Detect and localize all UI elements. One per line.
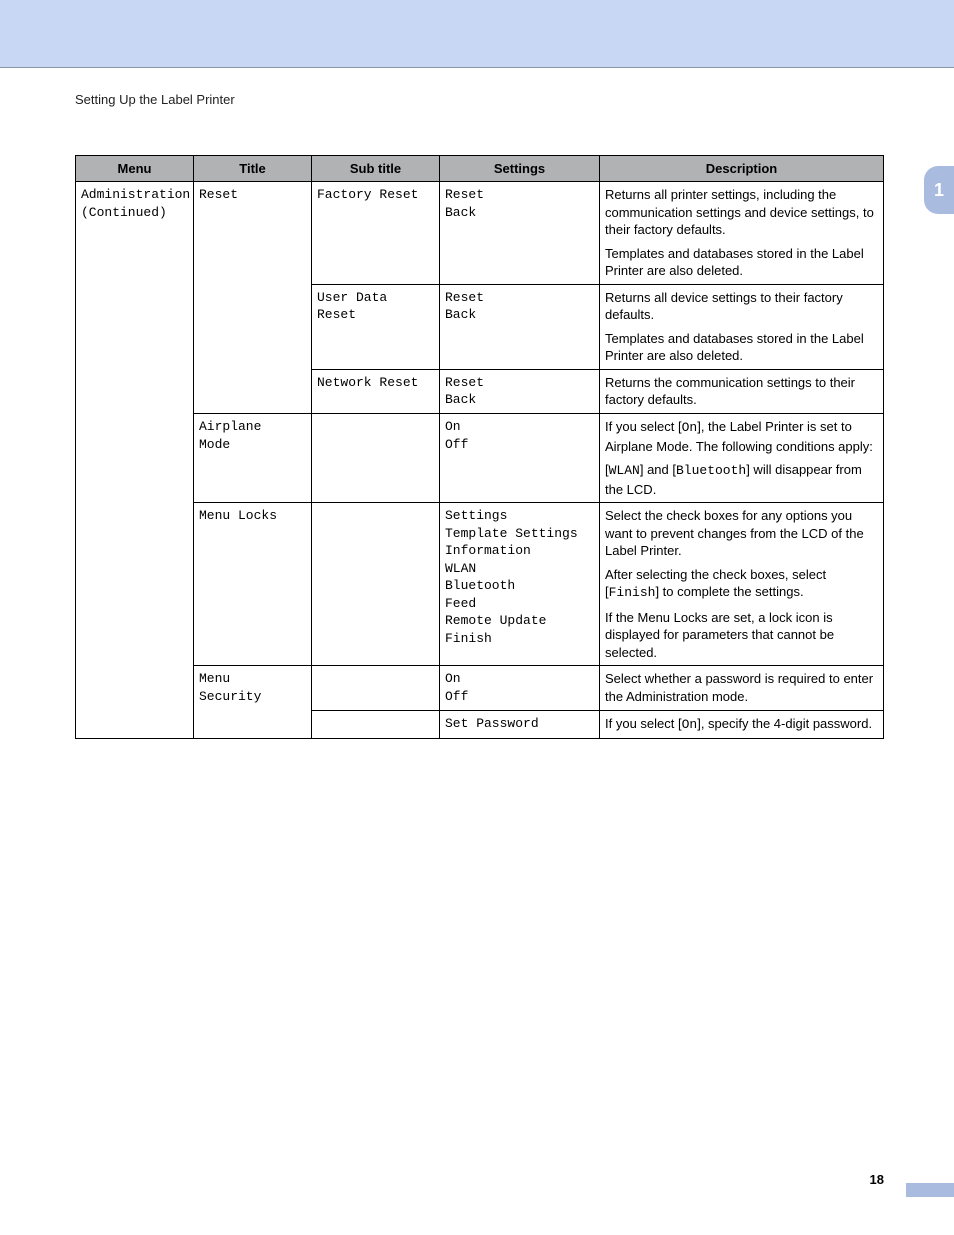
cell-settings: Set Password [440,710,600,739]
cell-title: Reset [194,182,312,414]
page-content: Setting Up the Label Printer Menu Title … [0,68,954,739]
desc-text: If you select [On], specify the 4-digit … [605,715,878,735]
cell-subtitle [312,710,440,739]
desc-text: Returns the communication settings to th… [605,374,878,409]
desc-text: Templates and databases stored in the La… [605,245,878,280]
cell-subtitle [312,414,440,503]
cell-description: Returns all printer settings, including … [600,182,884,285]
th-description: Description [600,156,884,182]
cell-description: Select whether a password is required to… [600,666,884,710]
footer-accent [906,1183,954,1197]
desc-text: If you select [On], the Label Printer is… [605,418,878,455]
cell-subtitle: Factory Reset [312,182,440,285]
table-row: Administration (Continued) Reset Factory… [76,182,884,285]
cell-description: Returns all device settings to their fac… [600,284,884,369]
desc-text: Returns all device settings to their fac… [605,289,878,324]
table-row: Airplane Mode On Off If you select [On],… [76,414,884,503]
desc-text: If the Menu Locks are set, a lock icon i… [605,609,878,662]
chapter-tab: 1 [924,166,954,214]
th-settings: Settings [440,156,600,182]
cell-settings: Settings Template Settings Information W… [440,503,600,666]
cell-description: If you select [On], the Label Printer is… [600,414,884,503]
cell-description: Select the check boxes for any options y… [600,503,884,666]
cell-title: Airplane Mode [194,414,312,503]
cell-description: If you select [On], specify the 4-digit … [600,710,884,739]
cell-subtitle [312,503,440,666]
cell-settings: Reset Back [440,284,600,369]
desc-text: Select whether a password is required to… [605,670,878,705]
cell-title: Menu Security [194,666,312,739]
cell-subtitle [312,666,440,710]
cell-settings: Reset Back [440,182,600,285]
section-title: Setting Up the Label Printer [75,92,884,107]
desc-text: Templates and databases stored in the La… [605,330,878,365]
th-subtitle: Sub title [312,156,440,182]
desc-text: [WLAN] and [Bluetooth] will disappear fr… [605,461,878,498]
desc-text: Returns all printer settings, including … [605,186,878,239]
top-banner [0,0,954,68]
chapter-number: 1 [934,180,944,201]
desc-text: Select the check boxes for any options y… [605,507,878,560]
cell-menu: Administration (Continued) [76,182,194,739]
cell-subtitle: Network Reset [312,369,440,413]
cell-subtitle: User Data Reset [312,284,440,369]
cell-description: Returns the communication settings to th… [600,369,884,413]
th-menu: Menu [76,156,194,182]
desc-text: After selecting the check boxes, select … [605,566,878,603]
cell-settings: On Off [440,414,600,503]
page-number: 18 [870,1172,884,1187]
cell-settings: Reset Back [440,369,600,413]
th-title: Title [194,156,312,182]
cell-settings: On Off [440,666,600,710]
table-row: Menu Locks Settings Template Settings In… [76,503,884,666]
settings-table: Menu Title Sub title Settings Descriptio… [75,155,884,739]
table-header-row: Menu Title Sub title Settings Descriptio… [76,156,884,182]
table-row: Menu Security On Off Select whether a pa… [76,666,884,710]
cell-title: Menu Locks [194,503,312,666]
